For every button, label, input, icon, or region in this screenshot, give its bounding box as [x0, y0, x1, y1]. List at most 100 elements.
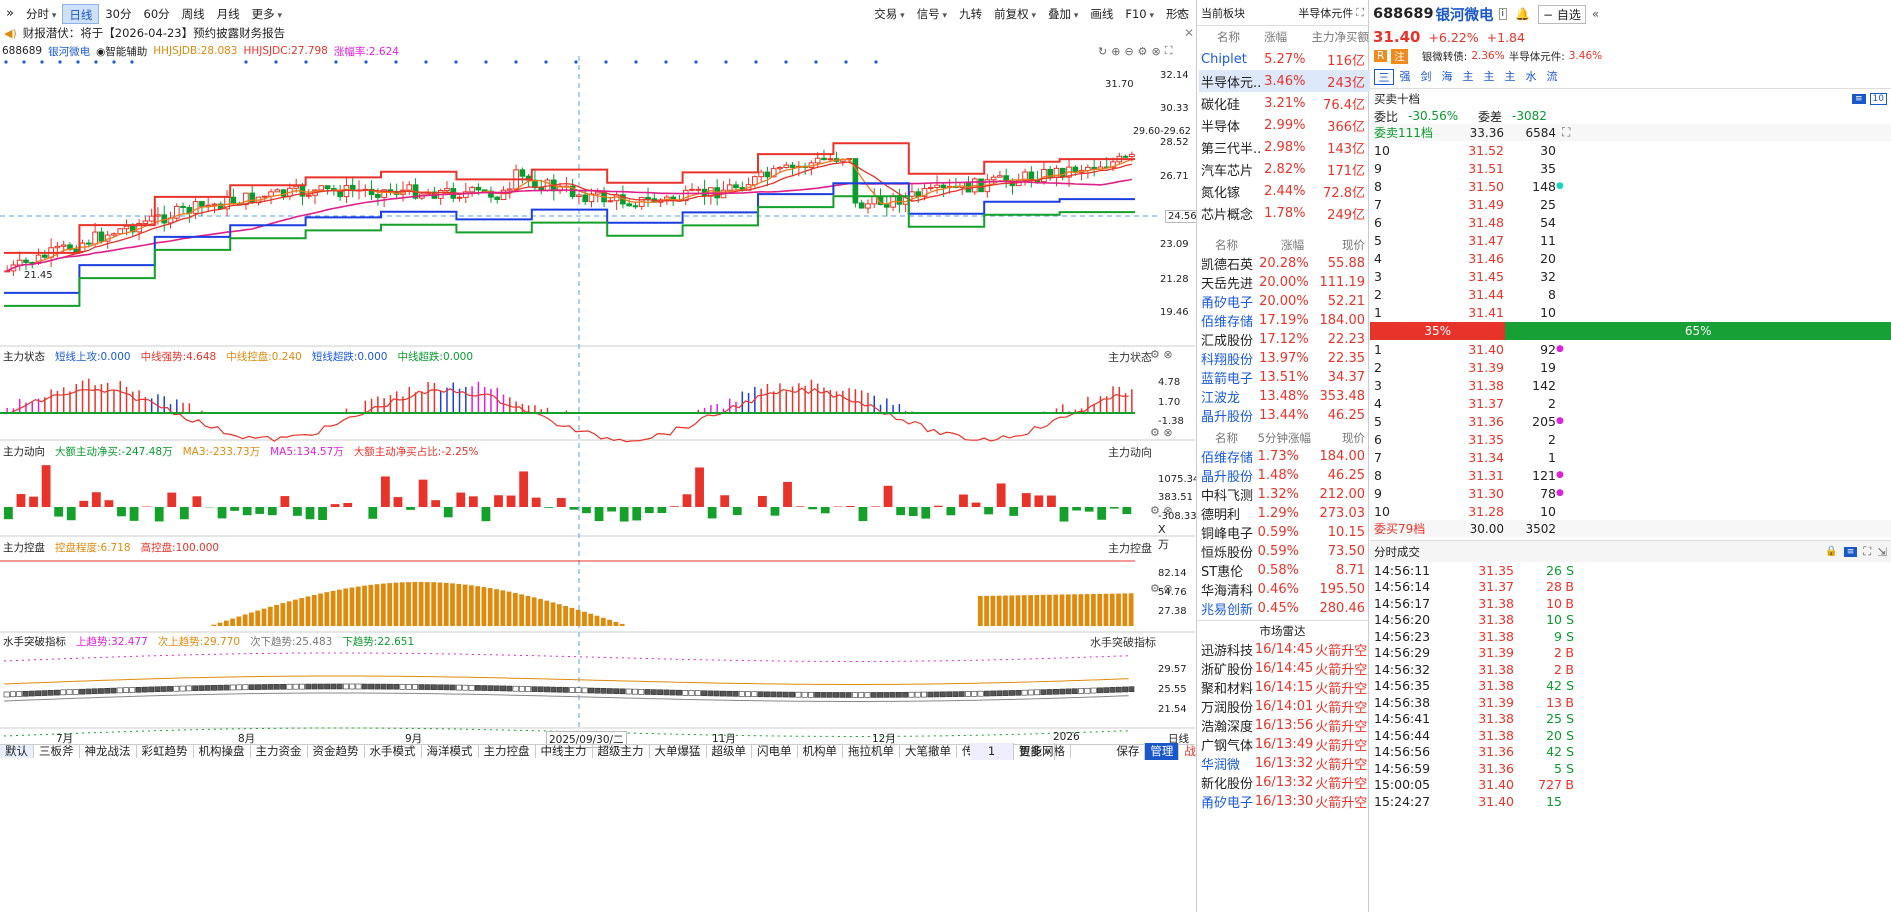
- list-item[interactable]: 中科飞测 1.32% 212.00: [1197, 485, 1369, 504]
- orderbook-row[interactable]: 2 31.44 8: [1370, 285, 1891, 303]
- quick-button[interactable]: 主: [1483, 70, 1495, 83]
- quote-name[interactable]: 银河微电: [1435, 7, 1494, 24]
- close-icon[interactable]: ⊗: [1151, 44, 1161, 58]
- info-icon[interactable]: i: [1498, 8, 1508, 20]
- overlay-menu[interactable]: 叠加: [1042, 4, 1084, 24]
- jiuzhuan-button[interactable]: 九转: [959, 7, 983, 21]
- orderbook-row[interactable]: 6 31.48 54: [1370, 213, 1891, 231]
- indicator-tab[interactable]: 中线主力: [536, 745, 593, 758]
- list-icon[interactable]: ≡: [1843, 546, 1858, 557]
- orderbook-row[interactable]: 4 31.46 20: [1370, 249, 1891, 267]
- radar-row[interactable]: 浩瀚深度 16/13:56 火箭升空: [1197, 716, 1369, 735]
- tab-sector-name[interactable]: 半导体元件: [1298, 6, 1354, 20]
- indicator-tab[interactable]: 超级主力: [593, 745, 650, 758]
- list-item[interactable]: 凯德石英 20.28% 55.88: [1197, 254, 1369, 273]
- refresh-icon[interactable]: ↻: [1098, 44, 1108, 58]
- radar-row[interactable]: 广钢气体 16/13:49 火箭升空: [1197, 735, 1369, 754]
- zoom-in-icon[interactable]: ⊕: [1111, 44, 1121, 58]
- add-watchlist-button[interactable]: − 自选: [1538, 4, 1586, 24]
- indicator-tab[interactable]: 机构单: [798, 745, 843, 758]
- indicator-tab[interactable]: 彩虹趋势: [137, 745, 194, 758]
- indicator-tab[interactable]: 神龙战法: [80, 745, 137, 758]
- tab-monthly[interactable]: 月线: [216, 7, 240, 21]
- note-tag[interactable]: 注: [1391, 48, 1408, 64]
- indicator-tab[interactable]: 超级单: [707, 745, 752, 758]
- collapse-icon[interactable]: «: [1591, 7, 1600, 21]
- f10-button[interactable]: F10: [1119, 4, 1160, 24]
- indicator-tab[interactable]: 主力控盘: [479, 745, 536, 758]
- orderbook-row[interactable]: 3 31.45 32: [1370, 267, 1891, 285]
- pattern-button[interactable]: 形态: [1166, 7, 1189, 21]
- orderbook-row[interactable]: 2 31.39 19: [1370, 358, 1891, 376]
- sector-row[interactable]: 第三代半... 2.98% 143亿: [1199, 136, 1371, 158]
- tab-daily[interactable]: 日线: [62, 4, 100, 24]
- quick-button[interactable]: 水: [1525, 70, 1537, 83]
- list-item[interactable]: 甬矽电子 20.00% 52.21: [1197, 292, 1369, 311]
- tab-current-sector[interactable]: 当前板块: [1201, 6, 1245, 20]
- bell-icon[interactable]: 🔔: [1515, 7, 1531, 21]
- list-item[interactable]: 佰维存储 17.19% 184.00: [1197, 311, 1369, 330]
- collapse-icon[interactable]: ⇲: [1877, 544, 1887, 559]
- sector-row[interactable]: 半导体 2.99% 366亿: [1199, 114, 1371, 136]
- orderbook-row[interactable]: 3 31.38 142: [1370, 376, 1891, 394]
- orderbook-row[interactable]: 8 31.31 121 ●: [1370, 466, 1891, 484]
- indicator-tab[interactable]: 资金趋势: [308, 745, 365, 758]
- expand-icon[interactable]: ⛶: [1356, 5, 1364, 19]
- sector-row[interactable]: 半导体元... 3.46% 243亿: [1199, 70, 1371, 92]
- orderbook-row[interactable]: 4 31.37 2: [1370, 394, 1891, 412]
- orderbook-row[interactable]: 9 31.30 78 ●: [1370, 484, 1891, 502]
- orderbook-row[interactable]: 9 31.51 35: [1370, 159, 1891, 177]
- orderbook-row[interactable]: 10 31.28 10: [1370, 502, 1891, 520]
- list-item[interactable]: 晶升股份 13.44% 46.25: [1197, 406, 1369, 425]
- indicator-tab[interactable]: 机构操盘: [194, 745, 251, 758]
- radar-row[interactable]: 聚和材料 16/14:15 火箭升空: [1197, 678, 1369, 697]
- page-number[interactable]: 1: [970, 742, 1014, 760]
- kline-chart[interactable]: [0, 56, 1195, 890]
- assist-toggle[interactable]: ◉智能辅助: [96, 44, 147, 59]
- collapse-right-icon[interactable]: «: [1176, 5, 1184, 20]
- stock-name[interactable]: 银河微电: [48, 45, 91, 58]
- sector-row[interactable]: 芯片概念 1.78% 249亿: [1199, 202, 1371, 224]
- orderbook-row[interactable]: 6 31.35 2: [1370, 430, 1891, 448]
- orderbook-row[interactable]: 7 31.34 1: [1370, 448, 1891, 466]
- indicator-tab[interactable]: 拖拉机单: [843, 745, 900, 758]
- list-item[interactable]: 晶升股份 1.48% 46.25: [1197, 466, 1369, 485]
- list-item[interactable]: 德明利 1.29% 273.03: [1197, 504, 1369, 523]
- list-item[interactable]: 蓝箭电子 13.51% 34.37: [1197, 368, 1369, 387]
- list-icon[interactable]: ≡: [1852, 93, 1866, 104]
- expand-icon[interactable]: ⛶: [1863, 544, 1872, 558]
- lock-icon[interactable]: 🔒: [1825, 546, 1838, 557]
- list-item[interactable]: 江波龙 13.48% 353.48: [1197, 387, 1369, 406]
- radar-row[interactable]: 甬矽电子 16/13:30 火箭升空: [1197, 792, 1369, 811]
- close-icon[interactable]: ✕: [1183, 26, 1194, 40]
- list-item[interactable]: ST惠伦 0.58% 8.71: [1197, 561, 1369, 580]
- quick-button[interactable]: 剑: [1420, 70, 1432, 83]
- radar-row[interactable]: 浙矿股份 16/14:45 火箭升空: [1197, 659, 1369, 678]
- list-item[interactable]: 汇成股份 17.12% 22.23: [1197, 330, 1369, 349]
- draw-line-button[interactable]: 画线: [1090, 7, 1114, 21]
- collapse-left-icon[interactable]: »: [6, 6, 14, 21]
- indicator-tab[interactable]: 水手模式: [365, 745, 422, 758]
- radar-row[interactable]: 新化股份 16/13:32 火箭升空: [1197, 773, 1369, 792]
- list-item[interactable]: 科翔股份 13.97% 22.35: [1197, 349, 1369, 368]
- quick-button[interactable]: 流: [1546, 70, 1558, 83]
- tab-weekly[interactable]: 周线: [181, 7, 205, 21]
- indicator-tab[interactable]: 闪电单: [752, 745, 798, 758]
- indicator-tab[interactable]: 大笔撤单: [900, 745, 957, 758]
- list-item[interactable]: 天岳先进 20.00% 111.19: [1197, 273, 1369, 292]
- zoom-out-icon[interactable]: ⊖: [1124, 44, 1134, 58]
- manage-button[interactable]: 管理: [1145, 742, 1180, 760]
- sector-row[interactable]: Chiplet 5.27% 116亿: [1199, 48, 1371, 70]
- maximize-icon[interactable]: ⛶: [1164, 44, 1173, 57]
- tab-30min[interactable]: 30分: [105, 7, 132, 21]
- notice-bar[interactable]: ◀) 财报潜伏：将于【2026-04-23】预约披露财务报告 ✕: [4, 25, 1194, 41]
- more-tabs-button[interactable]: 更多: [1014, 742, 1056, 760]
- quick-button[interactable]: 海: [1441, 70, 1453, 83]
- orderbook-row[interactable]: 5 31.47 11: [1370, 231, 1891, 249]
- trade-menu[interactable]: 交易: [868, 4, 910, 24]
- orderbook-row[interactable]: 5 31.36 205 ●: [1370, 412, 1891, 430]
- sector-row[interactable]: 碳化硅 3.21% 76.4亿: [1199, 92, 1371, 114]
- tab-fenshi[interactable]: 分时: [20, 4, 62, 24]
- orderbook-row[interactable]: 8 31.50 148 ●: [1370, 177, 1891, 195]
- orderbook-row[interactable]: 7 31.49 25: [1370, 195, 1891, 213]
